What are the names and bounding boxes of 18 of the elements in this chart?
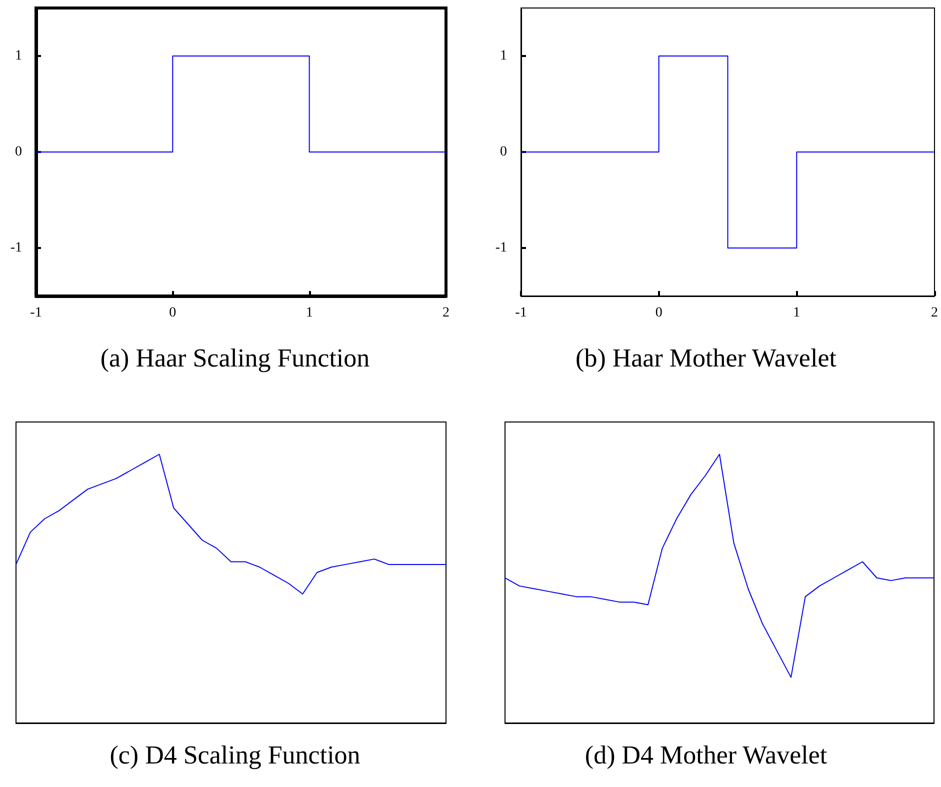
- y-tick-label: 1: [500, 48, 507, 64]
- y-tick-label: 0: [500, 144, 507, 160]
- text: (d) D4 Mother Wavelet: [584, 740, 828, 770]
- y-tick-label: -1: [495, 240, 507, 256]
- text: (a) Haar Scaling Function: [100, 344, 370, 372]
- x-tick-label: 0: [655, 306, 662, 320]
- text: (b) Haar Mother Wavelet: [576, 344, 838, 372]
- y-tick-label: -1: [10, 240, 22, 256]
- x-tick-label: 0: [169, 306, 176, 320]
- y-tick-label: 0: [15, 144, 22, 160]
- y-tick-label: 1: [15, 48, 22, 64]
- x-tick-label: 2: [442, 306, 450, 320]
- x-tick-label: 2: [931, 306, 938, 320]
- x-tick-label: 1: [306, 306, 313, 320]
- text: (c) D4 Scaling Function: [110, 740, 360, 770]
- x-tick-label: -1: [30, 306, 42, 320]
- x-tick-label: -1: [515, 306, 527, 320]
- x-tick-label: 1: [793, 306, 800, 320]
